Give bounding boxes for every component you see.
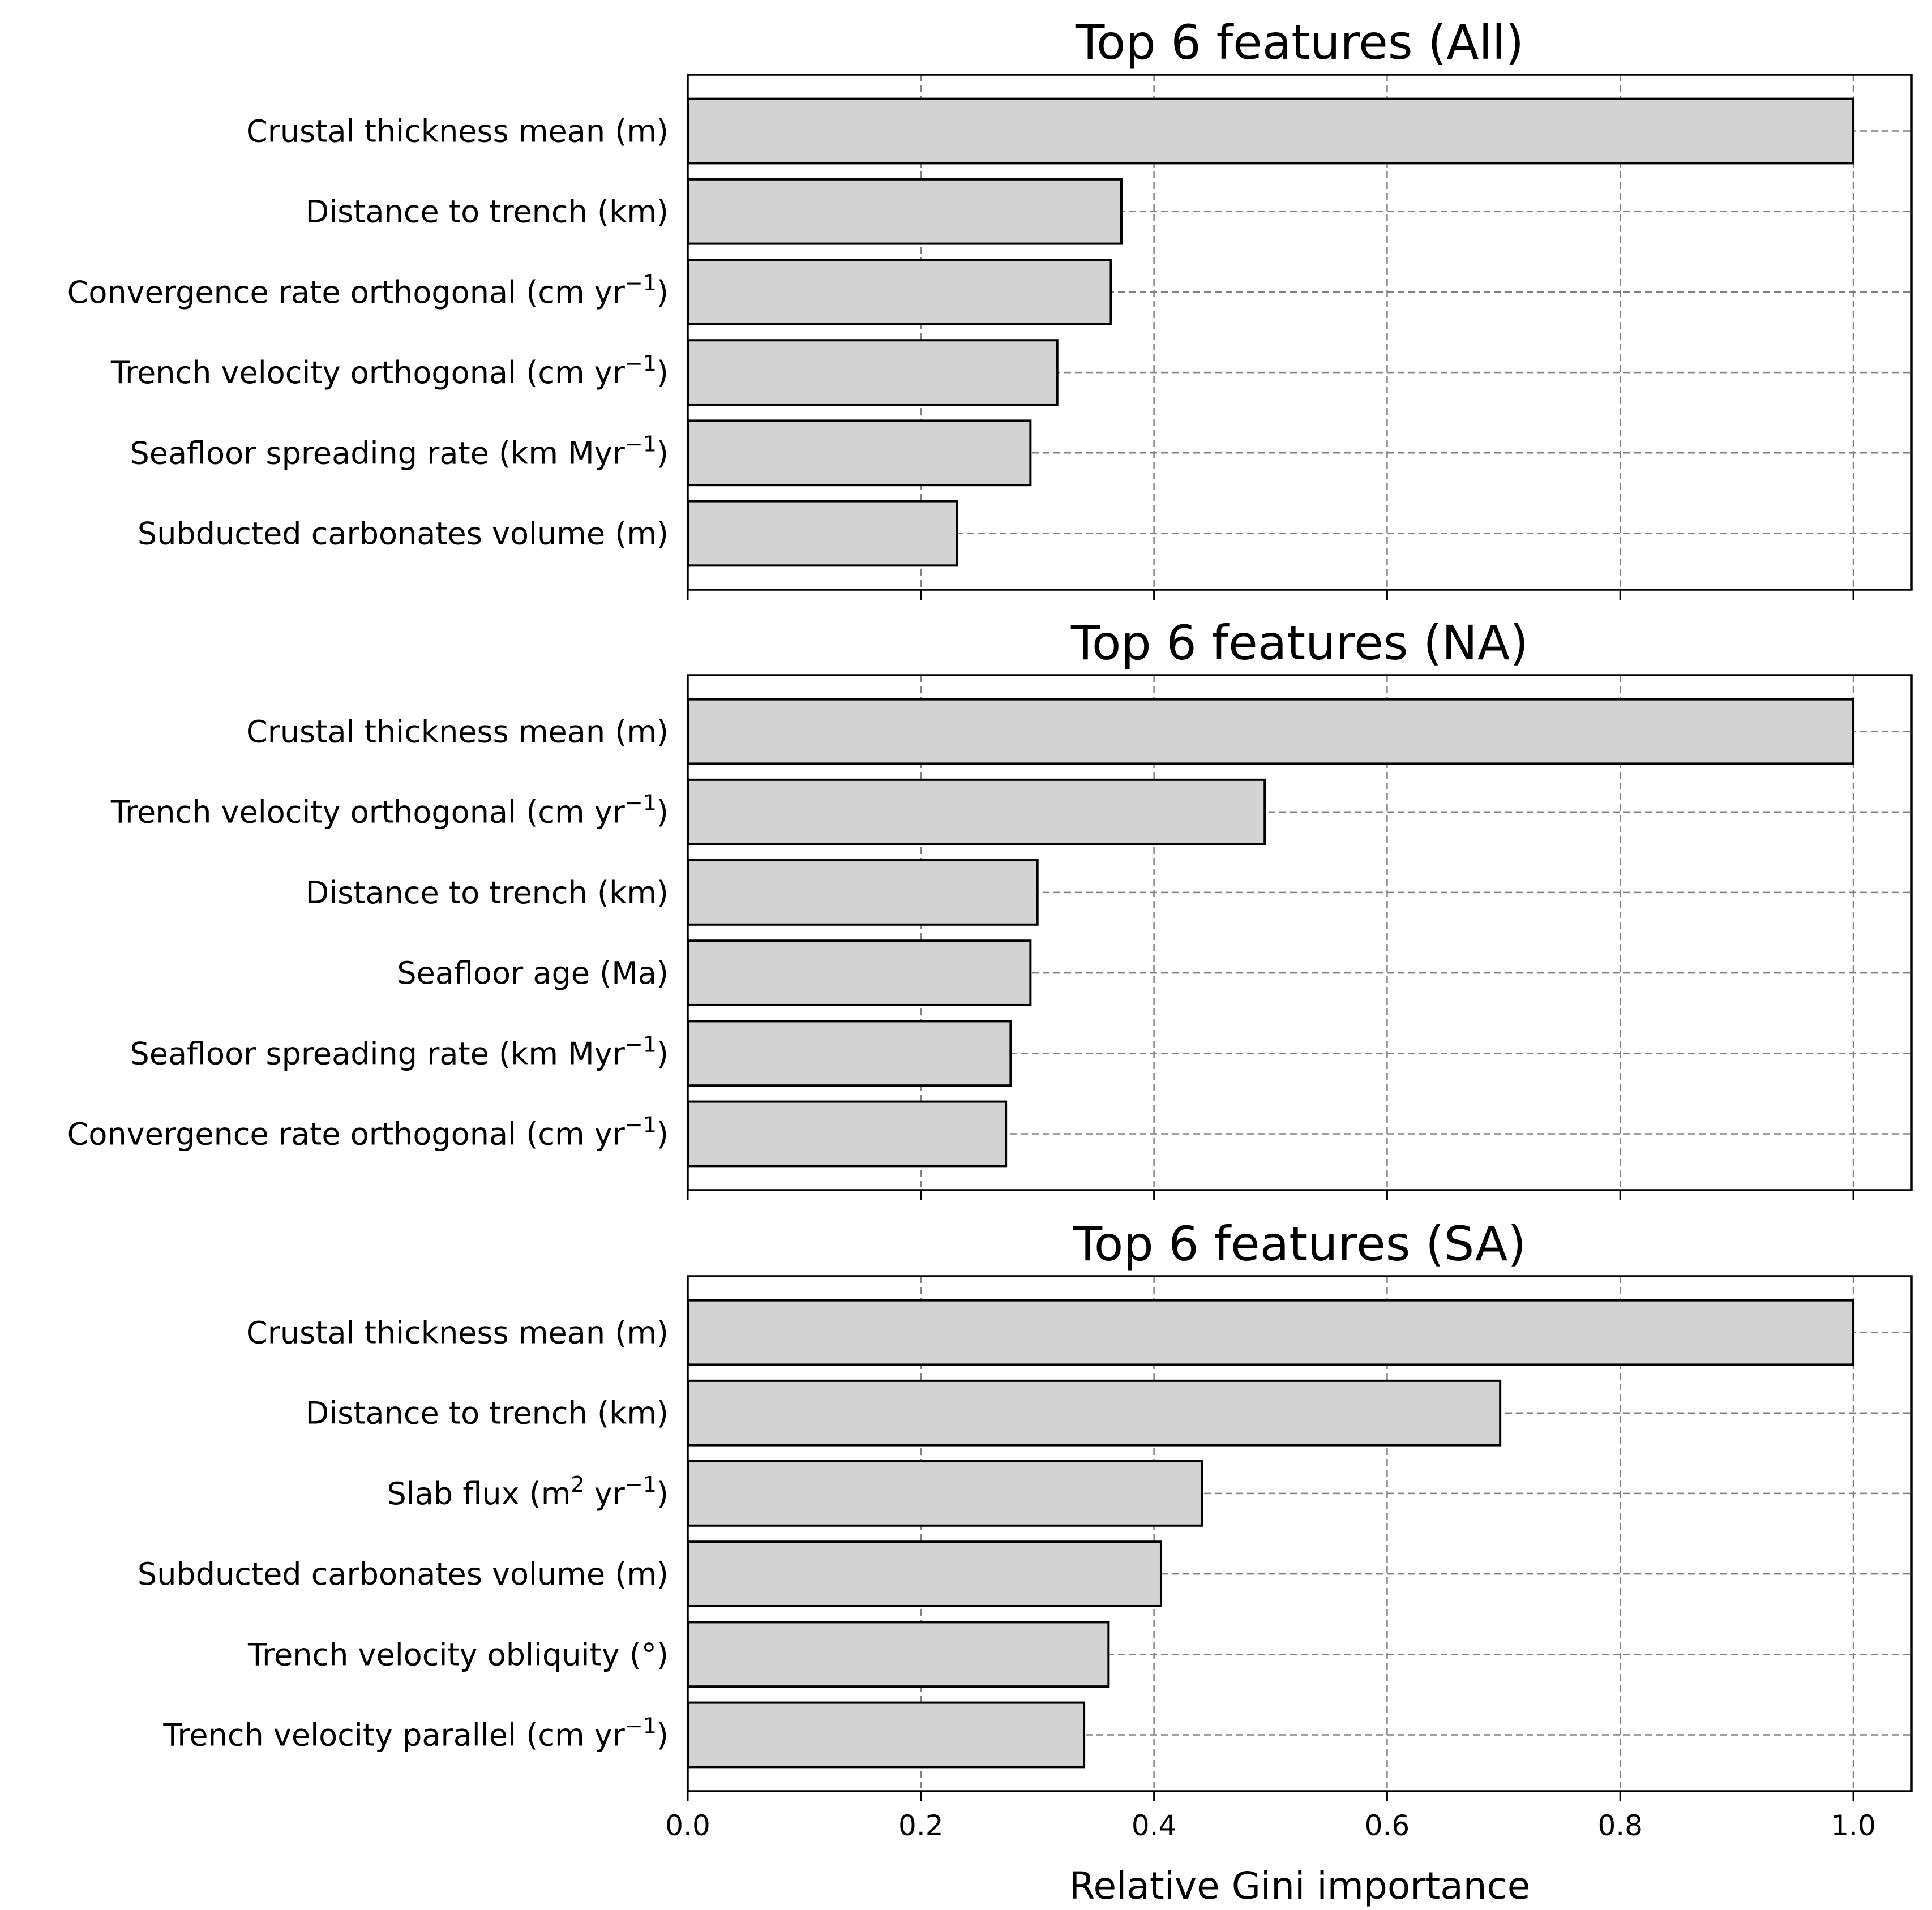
axes-frame — [687, 674, 1913, 1191]
bar — [687, 339, 1059, 406]
category-label: Seafloor age (Ma) — [397, 955, 669, 991]
bar — [687, 419, 1032, 487]
category-label: Convergence rate orthogonal (cm yr−1) — [67, 271, 669, 310]
bar — [687, 1621, 1110, 1688]
category-label: Slab flux (m2 yr−1) — [387, 1472, 669, 1512]
category-label: Seafloor spreading rate (km Myr−1) — [130, 431, 669, 471]
category-label: Trench velocity orthogonal (cm yr−1) — [110, 351, 669, 390]
bar — [687, 1460, 1203, 1527]
category-label: Convergence rate orthogonal (cm yr−1) — [67, 1112, 669, 1152]
bar — [687, 97, 1855, 165]
category-label: Crustal thickness mean (m) — [246, 1315, 669, 1351]
category-label: Crustal thickness mean (m) — [246, 114, 669, 149]
category-label: Subducted carbonates volume (m) — [138, 1556, 669, 1592]
bar — [687, 1299, 1855, 1366]
chart-title: Top 6 features (SA) — [1073, 1216, 1526, 1272]
x-tick-label: 0.0 — [665, 1809, 710, 1842]
x-tick-label: 1.0 — [1831, 1809, 1876, 1842]
category-label: Distance to trench (km) — [306, 1396, 669, 1431]
axes-frame — [687, 1275, 1913, 1792]
x-tick-label: 0.2 — [898, 1809, 944, 1842]
x-tick-label: 0.4 — [1132, 1809, 1177, 1842]
category-label: Trench velocity parallel (cm yr−1) — [162, 1713, 669, 1753]
chart-title: Top 6 features (NA) — [1070, 615, 1528, 671]
chart-title: Top 6 features (All) — [1075, 15, 1524, 70]
chart-panel-1: Top 6 features (All) Crustal thickness me… — [67, 15, 1913, 600]
bar — [687, 1379, 1502, 1447]
chart-panel-3: Top 6 features (SA) Crustal thickness mea… — [138, 1216, 1913, 1908]
bar — [687, 859, 1039, 926]
bar — [687, 259, 1112, 325]
bar — [687, 1020, 1012, 1087]
bar — [687, 698, 1855, 765]
category-label: Trench velocity obliquity (°) — [247, 1637, 669, 1672]
x-tick-label: 0.6 — [1365, 1809, 1410, 1842]
axes-frame — [687, 74, 1913, 591]
x-axis-label: Relative Gini importance — [1069, 1864, 1531, 1908]
bar — [687, 1540, 1162, 1607]
category-label: Subducted carbonates volume (m) — [138, 516, 669, 551]
bar — [687, 178, 1123, 245]
bar — [687, 500, 958, 567]
category-label: Distance to trench (km) — [306, 875, 669, 911]
bar — [687, 939, 1032, 1006]
category-label: Trench velocity orthogonal (cm yr−1) — [110, 791, 669, 830]
bar — [687, 1100, 1008, 1168]
bar — [687, 1701, 1086, 1769]
chart-panel-2: Top 6 features (NA) Crustal thickness mea… — [67, 615, 1913, 1200]
bar — [687, 778, 1266, 845]
category-label: Crustal thickness mean (m) — [246, 714, 669, 750]
category-label: Seafloor spreading rate (km Myr−1) — [130, 1032, 669, 1071]
x-tick-label: 0.8 — [1597, 1809, 1643, 1842]
category-label: Distance to trench (km) — [306, 194, 669, 230]
